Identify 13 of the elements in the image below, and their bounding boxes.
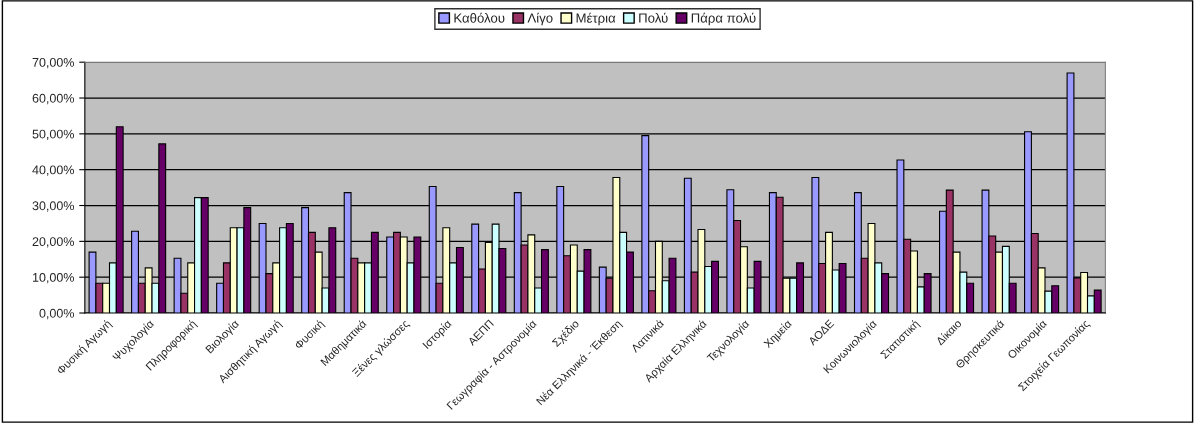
y-tick-label: 0,00% bbox=[39, 308, 74, 320]
legend-label: Καθόλου bbox=[454, 12, 505, 23]
legend-label: Λίγο bbox=[527, 12, 553, 26]
y-tick-label: 50,00% bbox=[32, 129, 74, 140]
y-tick-label: 70,00% bbox=[32, 57, 74, 69]
legend-label: Πάρα πολύ bbox=[691, 12, 756, 26]
legend-label: Μέτρια bbox=[576, 12, 616, 26]
y-tick-label: 30,00% bbox=[32, 201, 74, 212]
y-tick-label: 60,00% bbox=[32, 93, 74, 105]
y-tick-label: 20,00% bbox=[32, 237, 74, 248]
y-tick-label: 10,00% bbox=[32, 272, 74, 284]
y-tick-label: 40,00% bbox=[32, 165, 74, 176]
legend-label: Πολύ bbox=[639, 12, 668, 23]
